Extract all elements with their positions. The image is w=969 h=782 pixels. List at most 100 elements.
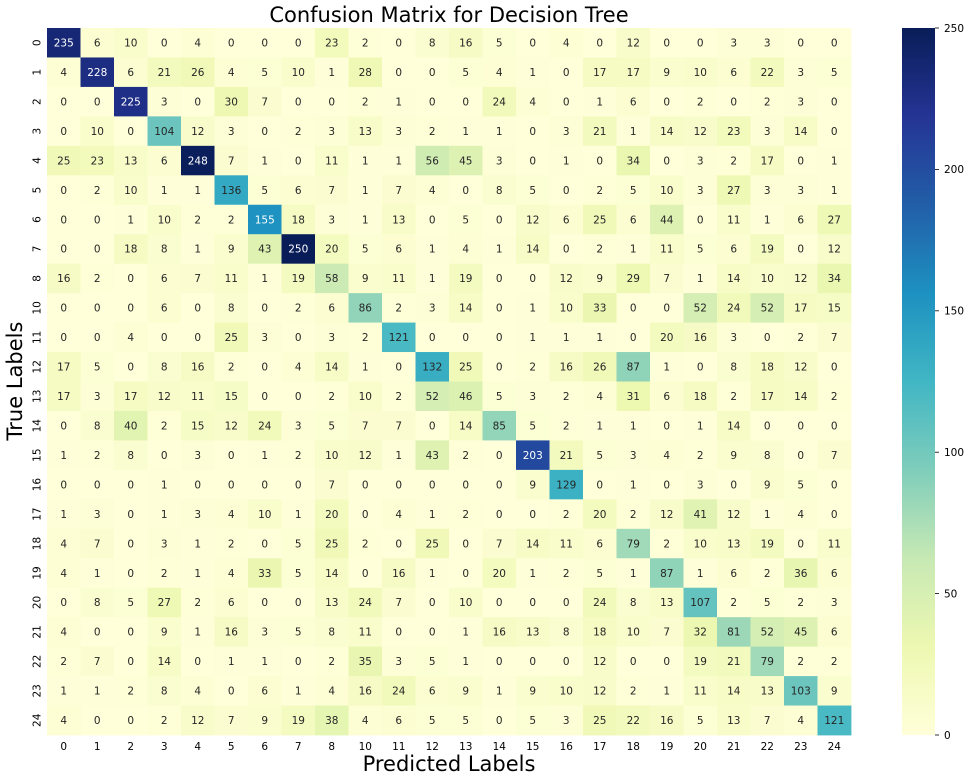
cell-value-label: 0 [362,509,369,521]
y-tick-label: 10 [32,301,44,314]
heatmap-cell [516,381,550,412]
heatmap-cell [348,587,383,618]
cell-value-label: 11 [392,273,405,285]
cell-value-label: 52 [426,391,439,403]
heatmap-cell [650,528,684,559]
heatmap-cell [717,646,751,677]
cell-value-label: 16 [191,362,205,374]
heatmap-cell [482,263,517,294]
cell-value-label: 7 [831,450,838,462]
heatmap-cell [248,676,282,706]
heatmap-cell [281,676,316,706]
heatmap-cell [348,28,383,58]
cell-value-label: 3 [395,126,402,138]
heatmap-cell [750,234,785,265]
heatmap-cell [382,705,416,736]
cell-value-label: 10 [627,627,640,639]
cell-value-label: 10 [359,391,372,403]
heatmap-cell [315,410,349,441]
cell-value-label: 2 [395,391,402,403]
cell-value-label: 35 [359,656,372,668]
cell-value-label: 1 [764,214,771,226]
x-tick-label: 7 [295,741,302,753]
heatmap-cell [214,440,249,471]
cell-value-label: 0 [697,362,704,374]
cell-value-label: 0 [563,244,570,256]
cell-value-label: 3 [161,96,168,108]
cell-value-label: 21 [727,656,740,668]
heatmap-cell [583,705,617,736]
cell-value-label: 0 [94,303,101,315]
cell-value-label: 3 [496,155,503,167]
heatmap-cell [181,322,215,353]
heatmap-cell [47,469,81,500]
cell-value-label: 0 [831,509,838,521]
heatmap-cell [750,57,785,88]
cell-value-label: 11 [225,273,238,285]
x-tick-label: 14 [493,741,507,753]
heatmap-cell [348,410,383,441]
cell-value-label: 1 [630,420,637,432]
heatmap-cell [80,469,115,500]
heatmap-cell [717,204,751,235]
cell-value-label: 14 [325,362,339,374]
heatmap-cell [449,499,483,530]
cell-value-label: 2 [596,244,603,256]
heatmap-cell [382,617,416,648]
cell-value-label: 19 [292,273,305,285]
heatmap-cell [181,440,215,471]
cell-value-label: 14 [660,126,674,138]
heatmap-cell [348,352,383,382]
cell-value-label: 5 [764,597,771,609]
cell-value-label: 26 [191,67,205,79]
cell-value-label: 2 [730,597,737,609]
cell-value-label: 1 [429,568,436,580]
heatmap-cell [683,86,718,117]
heatmap-cell [80,676,115,706]
cell-value-label: 0 [630,332,637,344]
cell-value-label: 4 [529,96,536,108]
cell-value-label: 7 [328,479,335,491]
heatmap-cell [382,410,416,441]
heatmap-cells [47,28,852,736]
heatmap-cell [717,145,751,176]
cell-value-label: 17 [593,67,606,79]
heatmap-cell [717,558,751,589]
heatmap-cell [784,646,818,677]
heatmap-cell [281,440,316,471]
heatmap-cell [449,617,483,648]
y-tick-label: 2 [32,98,44,105]
heatmap-cell [583,410,617,441]
heatmap-cell [114,410,148,441]
cell-value-label: 8 [764,450,771,462]
x-tick-label: 22 [761,741,774,753]
heatmap-cell [750,263,785,294]
cell-value-label: 14 [158,656,172,668]
cell-value-label: 0 [730,479,737,491]
heatmap-cell [750,617,785,648]
cell-value-label: 5 [462,715,469,727]
cell-value-label: 3 [764,185,771,197]
heatmap-cell [248,499,282,530]
cell-value-label: 0 [228,450,235,462]
cell-value-label: 1 [295,686,302,698]
x-tick-label: 21 [727,741,740,753]
heatmap-cell [47,617,81,648]
heatmap-cell [248,410,282,441]
cell-value-label: 0 [127,715,134,727]
heatmap-cell [114,57,148,88]
cell-value-label: 0 [60,214,67,226]
cell-value-label: 25 [593,715,606,727]
heatmap-cell [47,28,81,58]
y-tick-label: 3 [32,128,44,135]
cell-value-label: 6 [596,538,603,550]
heatmap-cell [315,352,349,382]
cell-value-label: 0 [831,38,838,50]
heatmap-cell [449,587,483,618]
heatmap-cell [650,204,684,235]
heatmap-cell [214,57,249,88]
cell-value-label: 19 [292,715,305,727]
cell-value-label: 8 [429,38,436,50]
cell-value-label: 58 [325,273,338,285]
heatmap-cell [248,587,282,618]
